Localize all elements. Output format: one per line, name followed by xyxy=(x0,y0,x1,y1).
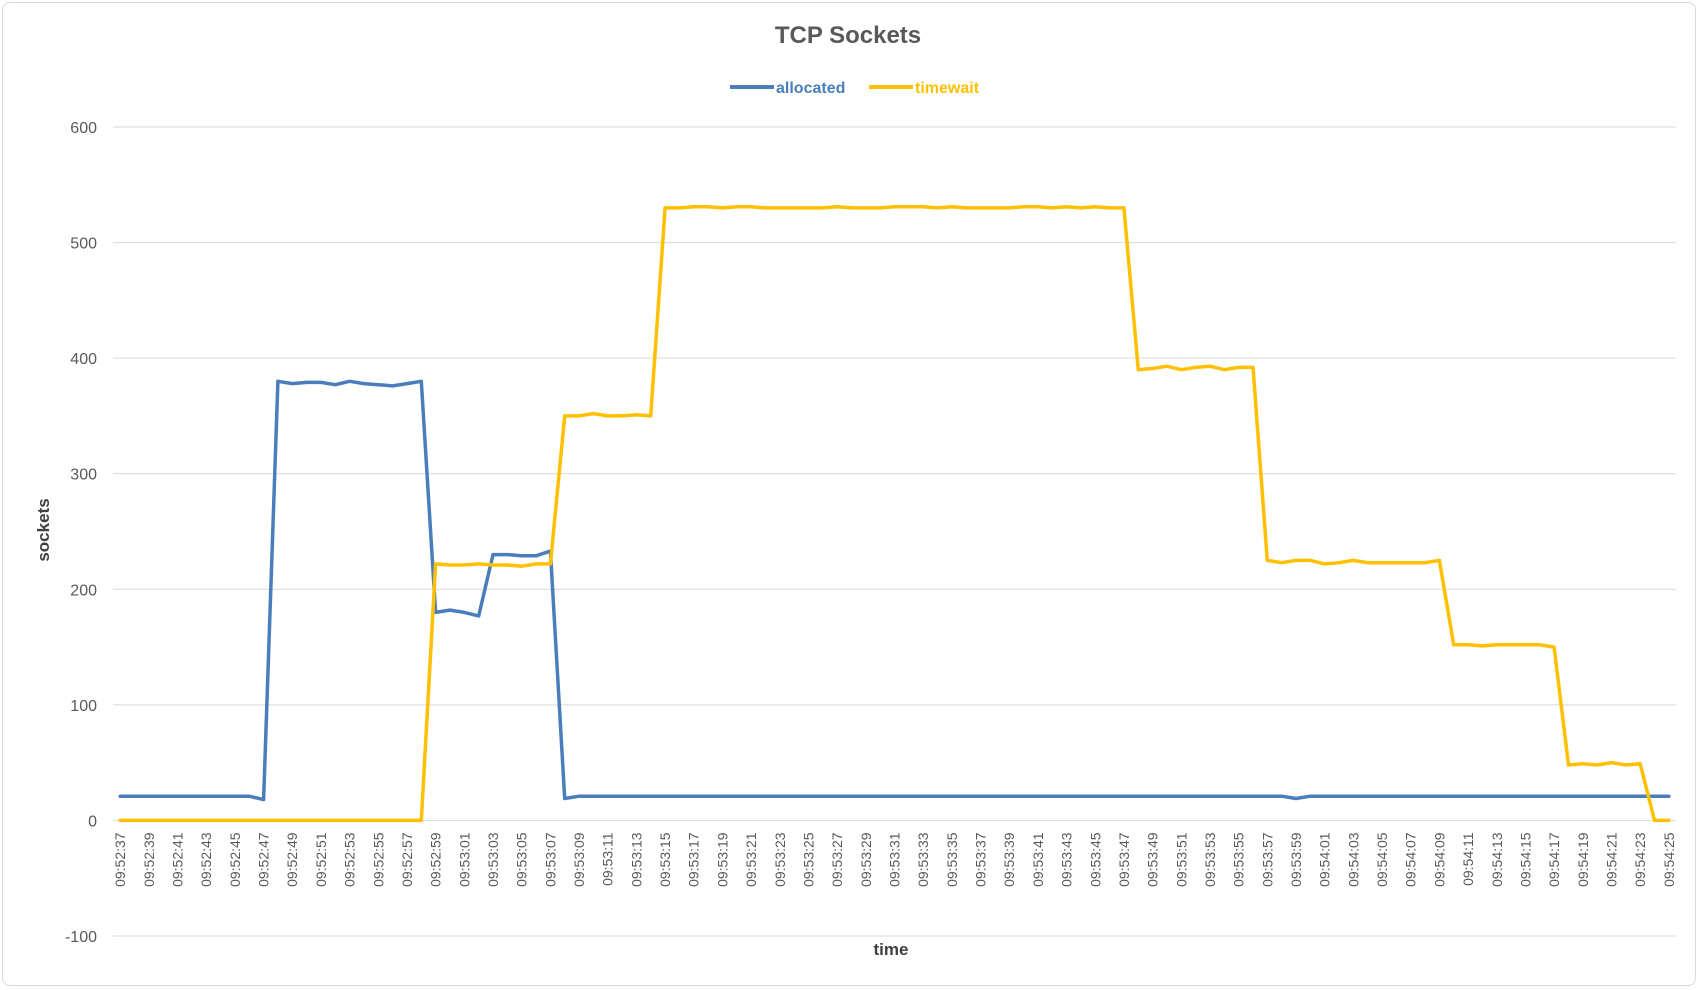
legend: allocated timewait xyxy=(730,80,980,97)
x-tick-label: 09:53:55 xyxy=(1231,832,1247,887)
x-tick-label: 09:53:13 xyxy=(628,832,644,887)
line-chart: TCP Sockets allocated timewait -100 0 100 20… xyxy=(34,22,1677,959)
series-line-timewait xyxy=(118,204,1671,823)
x-tick-label: 09:53:31 xyxy=(887,832,903,887)
x-tick-label: 09:52:49 xyxy=(284,832,300,887)
x-tick-label: 09:53:25 xyxy=(800,832,816,887)
x-axis-title: time xyxy=(874,940,909,959)
x-tick-label: 09:53:17 xyxy=(686,832,702,887)
y-tick-label: -100 xyxy=(65,929,97,946)
y-tick-label: 400 xyxy=(70,351,97,368)
x-tick-label: 09:53:27 xyxy=(829,832,845,887)
x-tick-label: 09:52:37 xyxy=(112,832,128,887)
x-tick-label: 09:53:21 xyxy=(743,832,759,887)
x-tick-label: 09:54:05 xyxy=(1374,832,1390,887)
legend-label-timewait: timewait xyxy=(915,80,980,97)
x-tick-label: 09:53:59 xyxy=(1288,832,1304,887)
x-tick-label: 09:53:49 xyxy=(1145,832,1161,887)
x-tick-label: 09:53:05 xyxy=(514,832,530,887)
x-tick-label: 09:53:33 xyxy=(915,832,931,887)
x-tick-label: 09:53:01 xyxy=(456,832,472,887)
x-tick-label: 09:52:53 xyxy=(342,832,358,887)
x-tick-label: 09:54:07 xyxy=(1403,832,1419,887)
x-tick-label: 09:53:57 xyxy=(1259,832,1275,887)
y-tick-label: 600 xyxy=(70,120,97,137)
x-tick-label: 09:52:41 xyxy=(170,832,186,887)
x-tick-label: 09:53:43 xyxy=(1059,832,1075,887)
x-tick-label: 09:52:57 xyxy=(399,832,415,887)
x-tick-label: 09:53:47 xyxy=(1116,832,1132,887)
series-lines xyxy=(118,204,1671,823)
x-tick-label: 09:54:11 xyxy=(1460,832,1476,886)
gridlines xyxy=(113,126,1676,937)
x-tick-label: 09:53:45 xyxy=(1087,832,1103,887)
y-tick-label: 200 xyxy=(70,582,97,599)
x-tick-label: 09:53:51 xyxy=(1173,832,1189,887)
x-tick-label: 09:53:09 xyxy=(571,832,587,887)
y-tick-label: 100 xyxy=(70,698,97,715)
y-tick-label: 500 xyxy=(70,236,97,253)
x-tick-label: 09:52:59 xyxy=(428,832,444,887)
x-tick-label: 09:53:37 xyxy=(973,832,989,887)
x-tick-label: 09:52:39 xyxy=(141,832,157,887)
x-tick-label: 09:53:19 xyxy=(714,832,730,887)
x-tick-label: 09:52:51 xyxy=(313,832,329,887)
series-line-allocated xyxy=(118,379,1671,802)
x-tick-label: 09:52:55 xyxy=(370,832,386,887)
x-tick-label: 09:54:01 xyxy=(1317,832,1333,887)
x-tick-label: 09:52:45 xyxy=(227,832,243,887)
x-tick-label: 09:53:35 xyxy=(944,832,960,887)
x-tick-label: 09:54:09 xyxy=(1431,832,1447,887)
x-tick-label: 09:54:13 xyxy=(1489,832,1505,887)
x-tick-label: 09:54:25 xyxy=(1661,832,1677,887)
x-tick-label: 09:53:53 xyxy=(1202,832,1218,887)
x-tick-label: 09:53:23 xyxy=(772,832,788,887)
x-tick-label: 09:54:15 xyxy=(1517,832,1533,887)
x-tick-label: 09:54:21 xyxy=(1603,832,1619,887)
x-tick-label: 09:52:47 xyxy=(256,832,272,887)
y-tick-label: 300 xyxy=(70,467,97,484)
y-tick-label: 0 xyxy=(88,813,97,830)
y-axis-title: sockets xyxy=(34,498,53,561)
x-tick-label: 09:53:11 xyxy=(600,832,616,886)
x-tick-label: 09:53:07 xyxy=(542,832,558,887)
y-axis-ticks: -100 0 100 200 300 400 500 600 xyxy=(65,120,97,946)
legend-label-allocated: allocated xyxy=(776,80,845,97)
x-tick-label: 09:54:17 xyxy=(1546,832,1562,887)
x-tick-label: 09:52:43 xyxy=(198,832,214,887)
x-tick-label: 09:53:29 xyxy=(858,832,874,887)
x-tick-label: 09:54:23 xyxy=(1632,832,1648,887)
x-tick-label: 09:53:39 xyxy=(1001,832,1017,887)
x-tick-label: 09:53:15 xyxy=(657,832,673,887)
x-tick-label: 09:54:19 xyxy=(1575,832,1591,887)
x-tick-label: 09:53:41 xyxy=(1030,832,1046,887)
x-axis-ticks: 09:52:37 09:52:39 09:52:41 09:52:43 09:52:45… xyxy=(112,832,1677,887)
chart-title: TCP Sockets xyxy=(775,22,921,49)
x-tick-label: 09:53:03 xyxy=(485,832,501,887)
x-tick-label: 09:54:03 xyxy=(1345,832,1361,887)
